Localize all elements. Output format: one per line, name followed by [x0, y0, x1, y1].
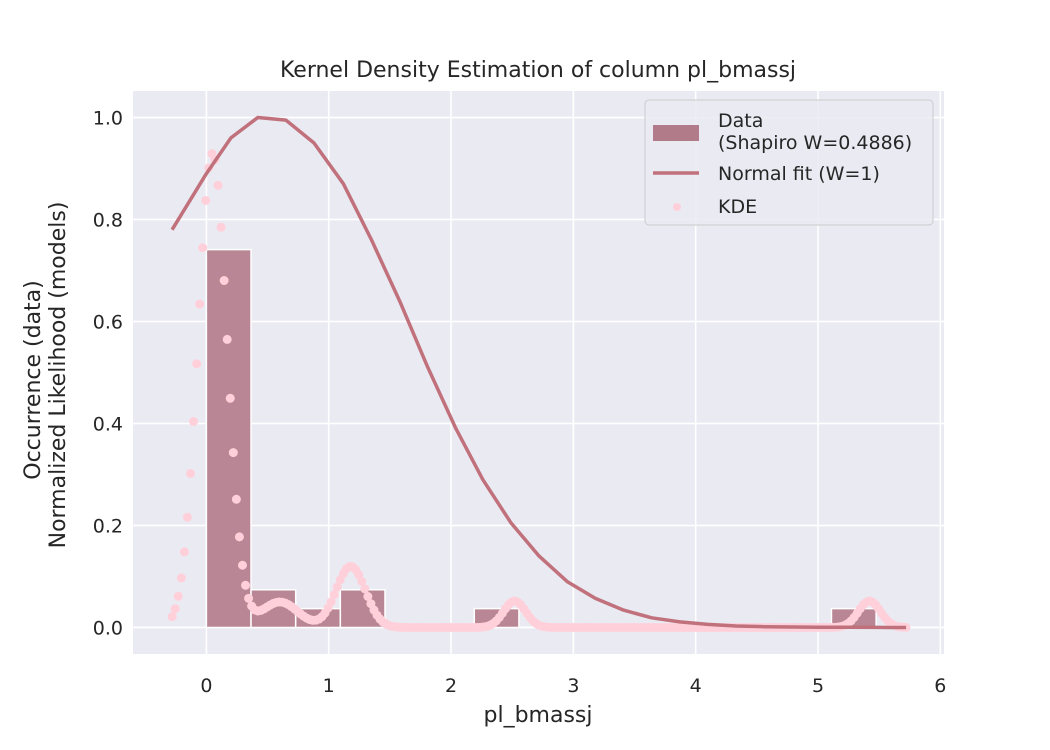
x-tick-labels: 0 1 2 3 4 5 6	[200, 675, 946, 697]
kde-point	[219, 276, 229, 286]
y-tick-label: 1.0	[93, 108, 123, 130]
kde-point	[195, 299, 205, 309]
chart-title: Kernel Density Estimation of column pl_b…	[280, 58, 796, 83]
y-tick-label: 0.6	[93, 312, 123, 334]
kde-point	[167, 612, 177, 622]
legend-data-swatch	[653, 125, 699, 141]
y-tick-label: 0.0	[93, 617, 123, 639]
x-axis-label: pl_bmassj	[484, 703, 593, 728]
y-tick-labels: 0.0 0.2 0.4 0.6 0.8 1.0	[93, 108, 123, 640]
legend-kde-swatch	[673, 203, 681, 211]
y-tick-label: 0.2	[93, 515, 123, 537]
kde-points	[167, 149, 911, 632]
x-tick-label: 6	[934, 675, 946, 697]
kde-point	[213, 180, 223, 190]
legend-box	[644, 99, 934, 226]
kde-point	[363, 591, 373, 601]
kde-point	[179, 547, 189, 557]
x-tick-label: 0	[200, 675, 212, 697]
y-tick-label: 0.4	[93, 413, 123, 435]
kde-point	[244, 593, 254, 603]
kde-point	[332, 582, 342, 592]
kde-point	[182, 512, 192, 522]
kde-point	[216, 222, 226, 232]
kde-point	[173, 591, 183, 601]
kde-point	[228, 448, 238, 458]
x-tick-label: 3	[567, 675, 579, 697]
normal-fit-line-group	[170, 115, 907, 630]
legend-data-label-line2: (Shapiro W=0.4886)	[718, 132, 912, 154]
x-tick-label: 4	[690, 675, 702, 697]
y-tick-label: 0.8	[93, 210, 123, 232]
kde-point	[192, 359, 202, 369]
legend-normal-label: Normal fit (W=1)	[718, 163, 880, 185]
legend-data-label: Data	[718, 110, 763, 132]
x-tick-label: 5	[812, 675, 824, 697]
kde-point	[326, 597, 336, 607]
x-tick-label: 2	[445, 675, 457, 697]
kde-point	[185, 469, 195, 479]
kde-point	[237, 560, 247, 570]
kde-point	[201, 195, 211, 205]
legend-kde-label: KDE	[718, 196, 757, 218]
legend: Data (Shapiro W=0.4886) Normal fit (W=1)…	[644, 99, 934, 226]
kde-point	[222, 334, 232, 344]
normal-fit-line	[170, 115, 907, 630]
kde-point	[225, 393, 235, 403]
y-axis-label-line2: Normalized Likelihood (models)	[46, 202, 71, 549]
histogram-bar	[205, 248, 252, 629]
kde-point	[231, 494, 241, 504]
kde-point	[360, 584, 370, 594]
kde-point	[234, 532, 244, 542]
kde-point	[170, 604, 180, 614]
kde-point	[176, 573, 186, 583]
x-tick-label: 1	[323, 675, 335, 697]
kde-point	[189, 417, 199, 427]
y-axis-label-line1: Occurrence (data)	[21, 280, 46, 480]
kde-point	[241, 580, 251, 590]
kde-point	[357, 576, 367, 586]
kde-point	[198, 243, 208, 253]
kde-point	[329, 590, 339, 600]
